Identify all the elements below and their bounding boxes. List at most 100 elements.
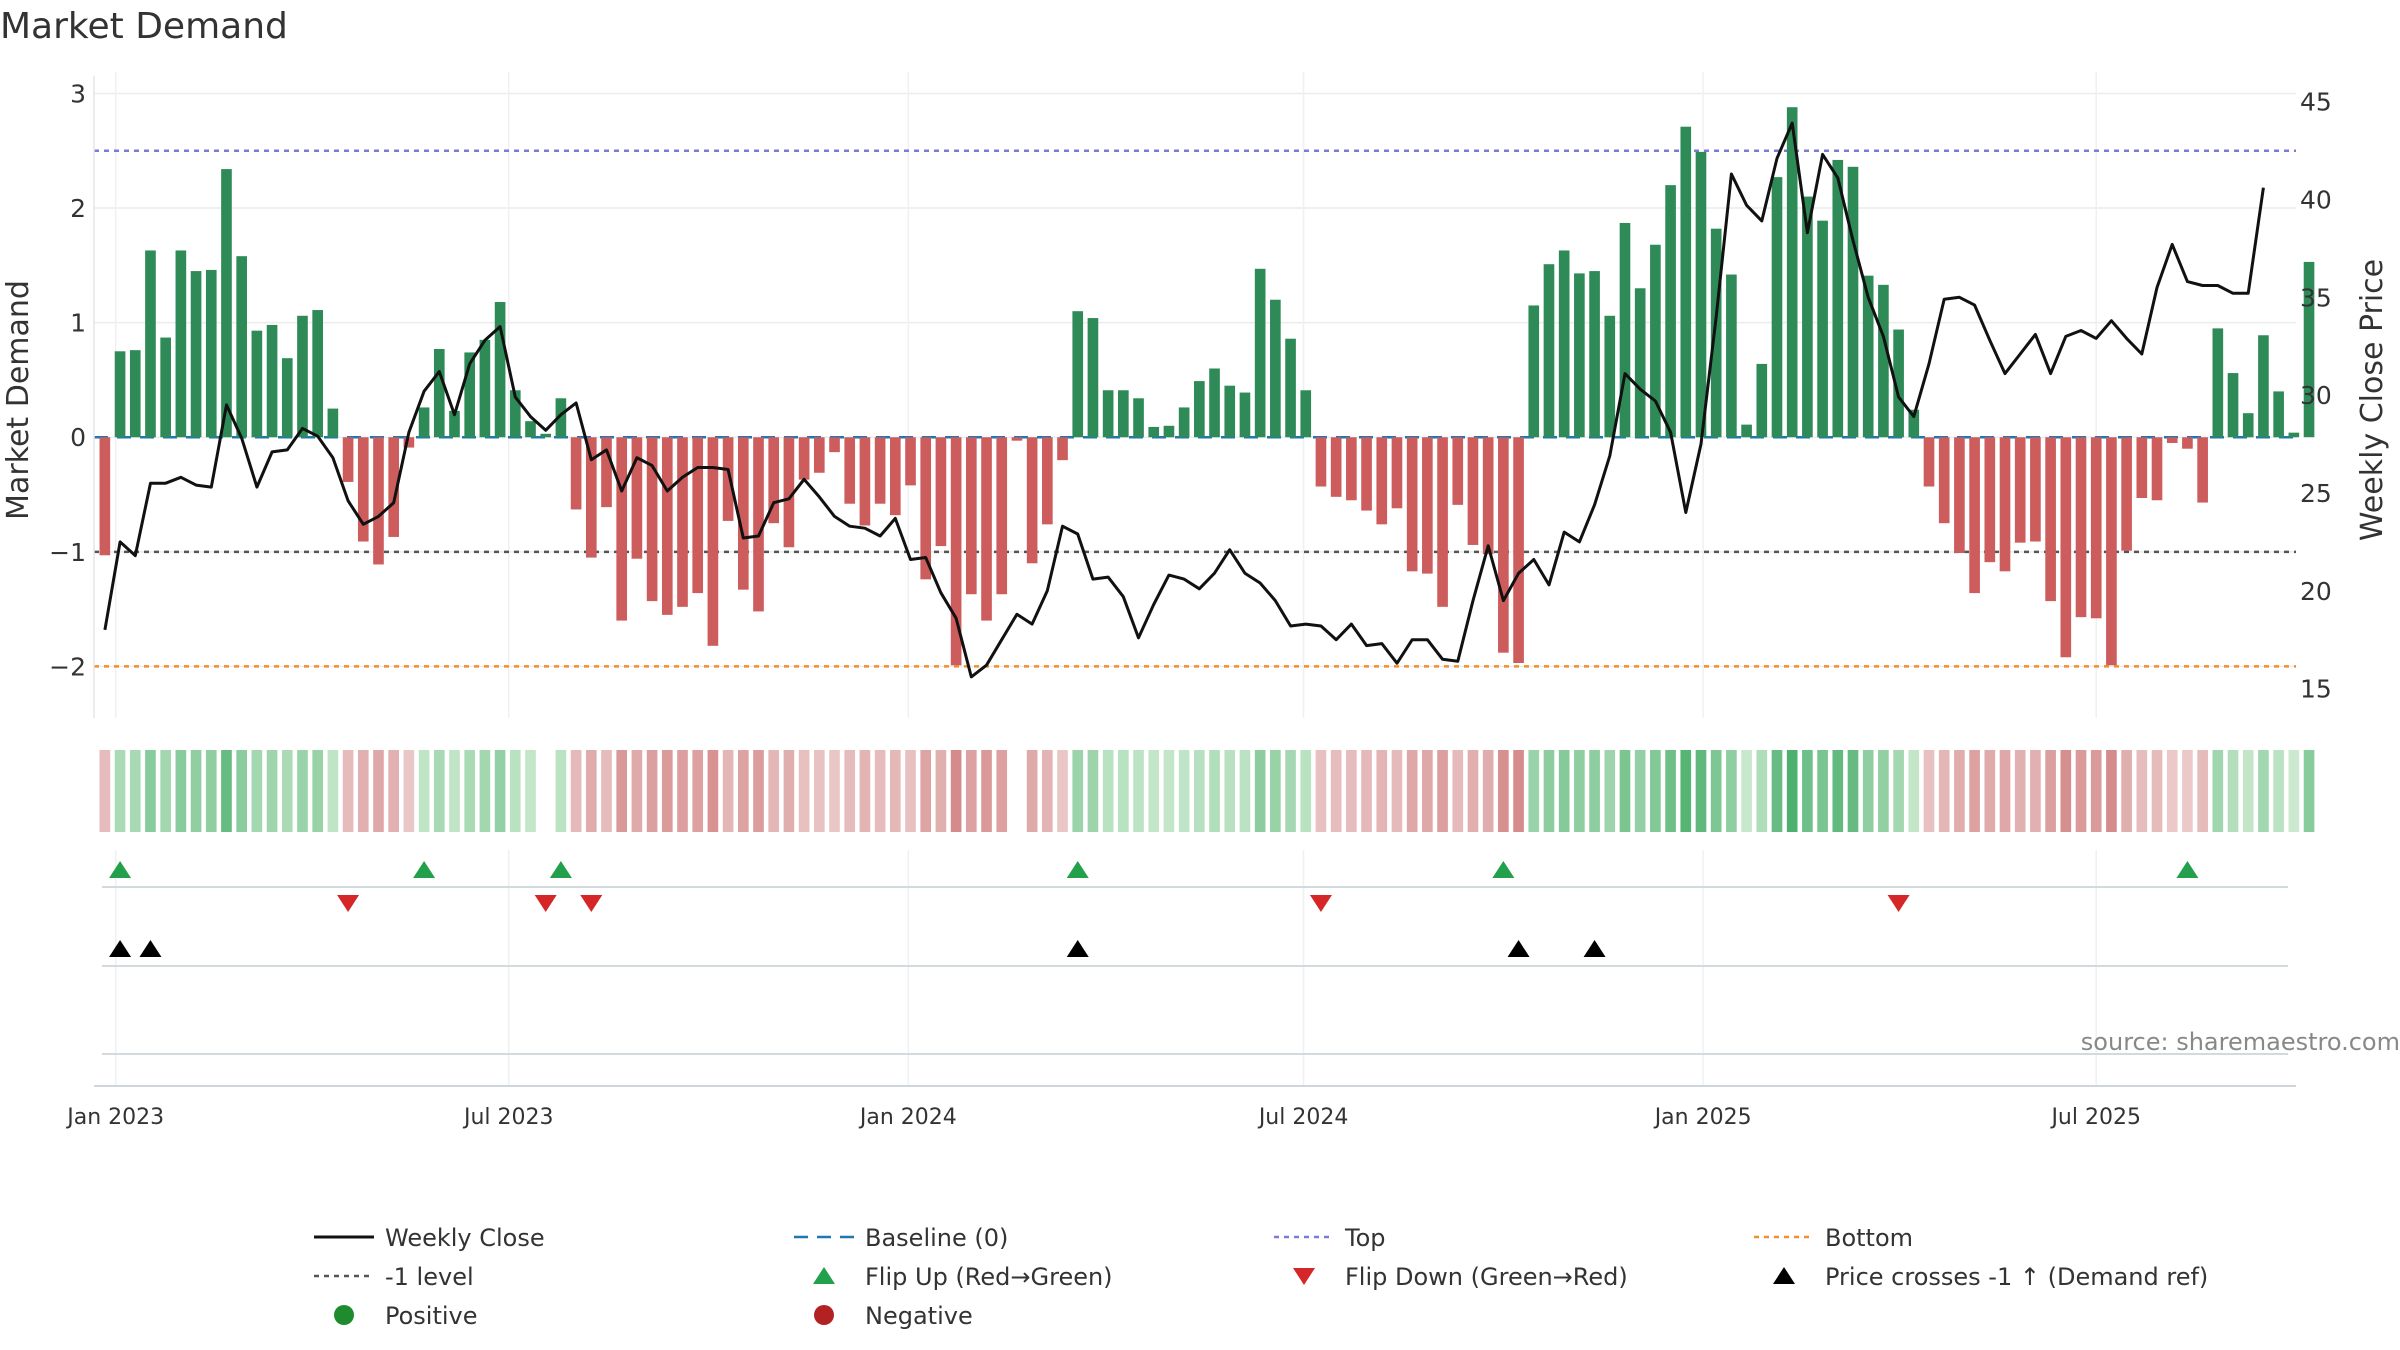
legend-label: Price crosses -1 ↑ (Demand ref) [1825,1263,2208,1291]
strip-cell [798,750,810,832]
price-cross-marker [1066,940,1089,957]
y-axis-label-left: Market Demand [1,280,36,520]
strip-cell [1072,750,1084,832]
strip-cell [145,750,156,832]
demand-bar [616,437,628,621]
demand-bar [1665,185,1676,438]
demand-bar [145,250,156,438]
strip-cell [449,750,460,832]
demand-bar [2030,437,2041,542]
flip-down-marker [534,895,557,912]
strip-cell [2197,750,2208,832]
demand-bar [889,437,901,516]
strip-cell [464,750,476,832]
demand-bar [1452,437,1464,505]
demand-bar [479,339,491,438]
strip-cell [1862,750,1874,832]
strip-cell [2258,750,2269,832]
strip-cell [1133,750,1144,832]
y-tick-label-right: 45 [2300,88,2332,117]
demand-bar [373,437,384,565]
demand-bar [449,410,460,438]
strip-cell [114,750,126,832]
strip-cell [1482,750,1494,832]
demand-bar [1938,437,1950,524]
y-tick-label-left: 1 [70,309,86,338]
flip-down-marker [1887,895,1910,912]
strip-cell [1802,750,1813,832]
strip-cell [722,750,734,832]
strip-cell [1680,750,1692,832]
strip-cell [677,750,688,832]
strip-cell [1619,750,1631,832]
strip-cell [1528,750,1540,832]
strip-cell [692,750,704,832]
strip-cell [1543,750,1555,832]
demand-bar [585,437,597,558]
x-tick-label: Jul 2023 [462,1105,554,1130]
demand-bar [2121,437,2132,551]
demand-bar [753,437,764,612]
strip-cell [1695,750,1707,832]
demand-bar [707,437,719,646]
strip-cell [1452,750,1464,832]
strip-cell [1270,750,1281,832]
strip-cell [479,750,491,832]
strip-cell [1817,750,1828,832]
strip-cell [1406,750,1418,832]
demand-bar [1422,437,1433,574]
flip-up-marker [1492,861,1515,878]
demand-bar [1042,437,1053,525]
demand-bar [2090,437,2102,619]
strip-cell [601,750,612,832]
strip-cell [2227,750,2239,832]
source-credit: source: sharemaestro.com [2081,1028,2400,1056]
y-tick-label-right: 30 [2300,381,2332,410]
demand-bar [935,437,947,547]
demand-bar [859,437,871,526]
strip-cell [236,750,247,832]
demand-bar [2106,437,2117,666]
demand-bar [540,433,552,438]
strip-cell [1604,750,1616,832]
demand-bar [1513,437,1524,663]
strip-cell [2014,750,2026,832]
strip-cell [2121,750,2132,832]
legend-label: Weekly Close [385,1224,545,1252]
strip-cell [859,750,871,832]
strip-cell [1954,750,1965,832]
demand-bar [2045,437,2056,602]
demand-bar [2288,432,2300,438]
strip-cell [1300,750,1312,832]
legend-label: Flip Down (Green→Red) [1345,1263,1628,1291]
demand-bar [327,408,339,438]
demand-bar [525,421,536,438]
demand-bar [2166,437,2178,443]
demand-bar [1498,437,1509,653]
strip-cell [1741,750,1752,832]
demand-bar [1087,318,1099,438]
y-tick-label-left: −1 [49,538,86,567]
demand-bar [829,437,840,453]
demand-bar [1954,437,1965,553]
demand-bar [692,437,704,594]
strip-cell [935,750,947,832]
demand-bar [509,390,521,438]
demand-bar [342,437,354,482]
demand-bars [99,107,2315,666]
strip-cell [783,750,795,832]
strip-cell [418,750,430,832]
demand-bar [950,437,962,666]
strip-cell [1467,750,1479,832]
strip-cell [1650,750,1661,832]
demand-bar [1026,437,1038,564]
demand-bar [2136,437,2148,498]
demand-bar [1543,264,1555,438]
strip-cell [1498,750,1509,832]
strip-cell [2090,750,2102,832]
strip-cell [373,750,384,832]
demand-bar [1680,126,1692,438]
x-tick-label: Jul 2025 [2049,1105,2141,1130]
strip-cell [616,750,628,832]
demand-bar [160,337,171,438]
